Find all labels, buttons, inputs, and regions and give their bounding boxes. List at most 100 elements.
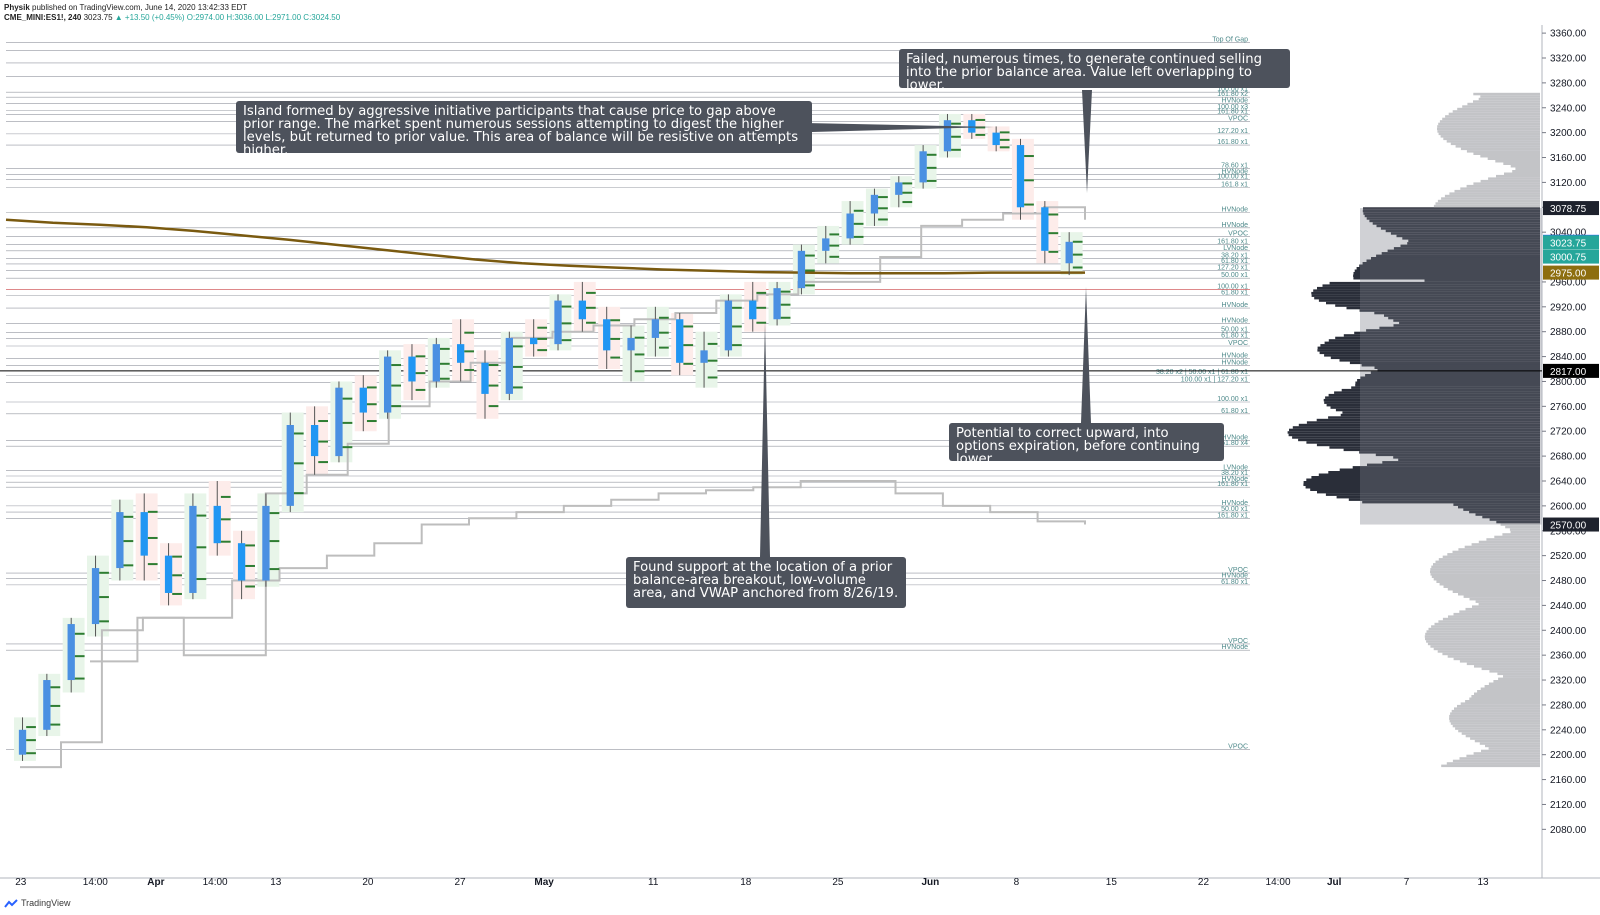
- poc-marker: [1024, 179, 1034, 182]
- price-label: 2570.00: [1550, 521, 1587, 532]
- poc-marker: [780, 303, 791, 306]
- level-label: 161.80 x1: [1217, 481, 1248, 488]
- y-tick-label: 2880.00: [1550, 327, 1587, 338]
- poc-marker: [853, 222, 864, 225]
- profile-bar: [1460, 702, 1540, 705]
- poc-marker: [391, 405, 402, 408]
- candle-body: [91, 568, 100, 625]
- symbol-name[interactable]: CME_MINI:ES1!, 240: [4, 13, 82, 22]
- candle-body: [237, 543, 246, 581]
- poc-marker: [902, 201, 913, 204]
- profile-bar: [1485, 744, 1540, 748]
- profile-bar: [1424, 279, 1540, 282]
- callout-support[interactable]: Found support at the location of a prior…: [626, 557, 906, 608]
- vwap-line: [5, 218, 1085, 275]
- profile-bar: [1459, 610, 1540, 613]
- author-name[interactable]: Physik: [4, 3, 30, 12]
- tradingview-logo[interactable]: TradingView: [4, 898, 71, 908]
- profile-bar: [1370, 371, 1540, 374]
- profile-bar: [1460, 147, 1540, 151]
- profile-bar: [1445, 115, 1540, 118]
- profile-bar: [1509, 528, 1540, 531]
- poc-marker: [878, 207, 888, 210]
- poc-marker: [26, 739, 36, 742]
- poc-marker: [366, 403, 377, 406]
- poc-marker: [464, 331, 475, 334]
- profile-bar: [1324, 354, 1540, 357]
- callout-failed[interactable]: Failed, numerous times, to generate cont…: [899, 49, 1290, 92]
- profile-bar: [1384, 314, 1540, 317]
- profile-bar: [1458, 505, 1540, 509]
- session-shading: [14, 113, 1083, 761]
- profile-bar: [1318, 299, 1540, 302]
- level-label: 38.20 x1: [1221, 252, 1248, 259]
- profile-bar: [1437, 130, 1540, 133]
- profile-bar: [1450, 722, 1540, 725]
- poc-marker: [1024, 155, 1034, 158]
- callout-island[interactable]: Island formed by aggressive initiative p…: [236, 101, 812, 157]
- profile-bar: [1359, 264, 1540, 267]
- symbol-line: CME_MINI:ES1!, 240 3023.75 ▲ +13.50 (+0.…: [4, 13, 340, 23]
- level-label: HVNode: [1222, 644, 1249, 651]
- profile-bar: [1393, 324, 1540, 327]
- profile-bar: [1366, 329, 1540, 332]
- profile-bar: [1457, 704, 1540, 708]
- profile-bar: [1320, 344, 1540, 347]
- profile-bar: [1473, 100, 1540, 103]
- level-label: 161.80 x1: [1217, 109, 1248, 116]
- profile-bar: [1503, 162, 1540, 165]
- profile-bar: [1480, 95, 1540, 98]
- profile-bar: [1478, 97, 1540, 101]
- profile-bar: [1355, 383, 1540, 387]
- poc-marker: [975, 133, 986, 136]
- profile-bar: [1473, 182, 1540, 185]
- profile-bar: [1319, 351, 1540, 355]
- price-label-bg: [1543, 249, 1599, 264]
- candle-body: [335, 387, 343, 457]
- profile-bar: [1354, 269, 1540, 272]
- profile-bar: [1430, 568, 1540, 571]
- profile-bar: [1374, 366, 1540, 369]
- profile-bar: [1426, 630, 1540, 633]
- poc-marker: [586, 306, 596, 309]
- candle-body: [1016, 145, 1025, 208]
- profile-bar: [1442, 617, 1540, 621]
- candle-body: [822, 238, 830, 251]
- level-label: 127.20 x1: [1217, 265, 1248, 272]
- poc-marker: [415, 372, 426, 375]
- profile-bar: [1450, 712, 1540, 715]
- profile-bar: [1305, 486, 1540, 489]
- y-tick-label: 2560.00: [1550, 526, 1587, 537]
- price-label-bg: [1543, 265, 1599, 280]
- profile-bar: [1371, 257, 1540, 260]
- poc-marker: [659, 316, 669, 319]
- y-tick-label: 2360.00: [1550, 651, 1587, 662]
- level-label: 61.80 x1: [1221, 408, 1248, 415]
- callout-pointers: [760, 90, 1092, 557]
- x-tick-label: 14:00: [83, 877, 108, 888]
- x-tick-label: 13: [1477, 877, 1489, 888]
- x-tick-label: 20: [362, 877, 374, 888]
- profile-bar: [1317, 346, 1540, 350]
- profile-bar: [1342, 411, 1540, 414]
- level-label: HVNode: [1222, 573, 1249, 580]
- profile-bar: [1343, 448, 1540, 452]
- x-tick-label: 11: [648, 877, 659, 888]
- time-axis[interactable]: 23 14:00 Apr 14:00 13 20 27 May 11 18 25 Jun 8 15 22 14…: [15, 877, 1489, 888]
- profile-bar: [1376, 224, 1540, 228]
- profile-bar: [1363, 212, 1540, 215]
- profile-bar: [1353, 272, 1540, 275]
- poc-marker: [172, 555, 182, 558]
- profile-bar: [1453, 503, 1540, 506]
- y-tick-label: 3040.00: [1550, 228, 1587, 239]
- profile-bar: [1288, 433, 1540, 437]
- poc-marker: [147, 536, 158, 539]
- level-label: VPOC: [1228, 231, 1248, 238]
- y-tick-label: 2480.00: [1550, 576, 1587, 587]
- y-tick-label: 2800.00: [1550, 377, 1587, 388]
- profile-bar: [1500, 523, 1540, 526]
- profile-bar: [1402, 237, 1540, 240]
- callout-potential[interactable]: Potential to correct upward, into option…: [949, 423, 1224, 466]
- price-axis[interactable]: 3360.00 3320.00 3280.00 3240.00 3200.00 3160.…: [1542, 29, 1599, 836]
